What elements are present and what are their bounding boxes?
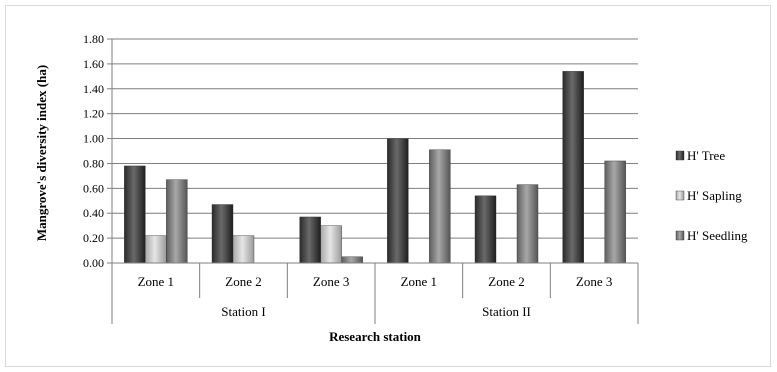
bar-h-tree (299, 216, 321, 264)
bar-h-sapling (320, 225, 342, 264)
legend-swatch (675, 230, 685, 241)
y-tick-label: 0.40 (83, 206, 104, 220)
bar-h-seedling (429, 149, 451, 264)
group-label: Station II (482, 304, 531, 319)
y-axis-label: Mangrove's diversity index (ha) (34, 65, 49, 241)
y-tick-label: 0.20 (83, 231, 104, 245)
legend: H' Tree H' Sapling H' Seedling (675, 148, 748, 243)
x-category-label: Zone 1 (401, 274, 437, 289)
axes (111, 39, 638, 264)
legend-label: H' Sapling (687, 188, 742, 203)
legend-label: H' Seedling (687, 228, 748, 243)
y-tick-label: 0.00 (83, 256, 104, 270)
group-label: Station I (221, 304, 265, 319)
bars (124, 71, 626, 264)
bar-h-tree (124, 165, 146, 264)
bar-h-tree (474, 195, 497, 264)
bar-h-tree (562, 71, 584, 264)
legend-label: H' Tree (687, 148, 725, 163)
bar-h-seedling (341, 256, 363, 264)
y-axis-ticks: 0.00 0.20 0.40 0.60 0.80 1.00 1.20 1.40 1.60 1.80 (83, 32, 112, 270)
bar-h-tree (387, 138, 409, 264)
y-tick-label: 1.60 (83, 57, 104, 71)
bar-h-sapling (232, 235, 255, 264)
x-category-label: Zone 1 (138, 274, 174, 289)
gridlines (112, 38, 638, 239)
bar-h-seedling (604, 160, 626, 264)
x-category-label: Zone 3 (313, 274, 349, 289)
y-tick-label: 1.40 (83, 82, 104, 96)
bar-h-seedling (166, 179, 188, 264)
x-axis-categories: Zone 1 Zone 2 Zone 3 Zone 1 Zone 2 Zone 3 Stat… (111, 263, 639, 324)
bar-h-tree (211, 204, 234, 264)
x-category-label: Zone 3 (576, 274, 612, 289)
y-tick-label: 1.00 (83, 132, 104, 146)
x-category-label: Zone 2 (225, 274, 261, 289)
bar-h-seedling (516, 184, 539, 264)
y-tick-label: 1.20 (83, 107, 104, 121)
y-tick-label: 1.80 (83, 32, 104, 46)
chart-frame: 0.00 0.20 0.40 0.60 0.80 1.00 1.20 1.40 1.60 1.80… (5, 5, 771, 367)
legend-swatch (675, 190, 685, 201)
y-tick-label: 0.60 (83, 181, 104, 195)
bar-chart: 0.00 0.20 0.40 0.60 0.80 1.00 1.20 1.40 1.60 1.80… (34, 32, 748, 344)
x-axis-label: Research station (329, 329, 422, 344)
x-category-label: Zone 2 (488, 274, 524, 289)
bar-h-sapling (145, 235, 167, 264)
y-tick-label: 0.80 (83, 156, 104, 170)
legend-swatch (675, 150, 685, 161)
